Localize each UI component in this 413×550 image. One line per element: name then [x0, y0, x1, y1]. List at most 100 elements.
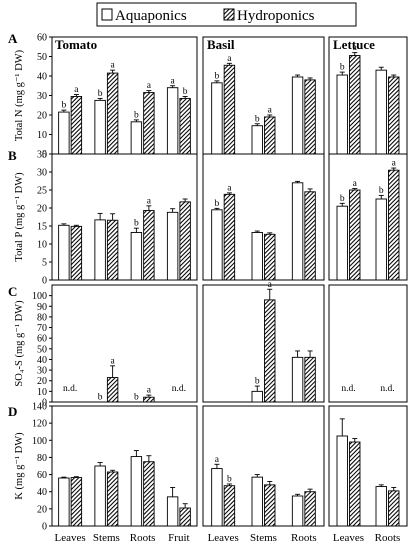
bar-hydroponics-stems: [106, 219, 119, 281]
bar-hydroponics-leaves: [70, 96, 83, 155]
bar-hydroponics-leaves: [223, 193, 236, 281]
panel-frame: [328, 405, 408, 527]
bar-aquaponics-leaves: [336, 435, 348, 527]
bar-aquaponics-leaves: [58, 224, 70, 281]
panel-a-lettuce: ba: [328, 36, 408, 155]
bar-aquaponics-roots: [130, 456, 143, 527]
significance-letter: b: [227, 475, 232, 485]
x-tick-label-leaves: Leaves: [55, 532, 86, 544]
bar-hydroponics-stems: [106, 377, 119, 403]
crop-title-lettuce: Lettuce: [333, 37, 375, 52]
y-tick-label: 0: [42, 522, 47, 533]
y-tick-label: 120: [32, 419, 47, 430]
panel-frame: [202, 284, 325, 403]
panel-d-lettuce: Leaves Roots: [328, 405, 408, 544]
legend-swatch-aquaponics: [101, 8, 113, 21]
y-axis-label: K (mg g⁻¹ DW): [14, 432, 25, 500]
panel-frame: [51, 405, 198, 527]
y-tick-label: 0: [42, 276, 47, 287]
bar-aquaponics-fruit: [166, 211, 179, 281]
significance-letter: b: [215, 71, 220, 81]
panel-d-basil: ab Leaves Stems Roots: [202, 405, 325, 544]
y-tick-label: 10: [37, 130, 47, 141]
y-tick-label: 50: [37, 344, 47, 355]
bar-aquaponics-roots: [375, 198, 387, 281]
bar-hydroponics-stems: [264, 299, 276, 403]
bar-aquaponics-roots: [291, 76, 304, 155]
legend: Aquaponics Hydroponics: [96, 2, 357, 27]
panel-b-tomato: 0 5 10 15 20 25 30 35 Total P (mg g⁻¹ DW) b a: [14, 150, 198, 287]
significance-letter: b: [340, 194, 345, 204]
bar-hydroponics-roots: [388, 76, 400, 155]
bar-hydroponics-leaves: [223, 485, 236, 527]
bar-aquaponics-stems: [94, 99, 106, 155]
y-tick-label: 40: [37, 355, 47, 366]
y-tick-label: 20: [37, 204, 47, 215]
x-tick-label-fruit: Fruit: [168, 532, 189, 544]
bar-aquaponics-stems: [94, 465, 106, 527]
bar-hydroponics-stems: [264, 484, 276, 527]
y-axis-label: Total P (mg g⁻¹ DW): [14, 172, 25, 262]
bar-hydroponics-stems: [106, 471, 119, 527]
y-axis-label: Total N (mg g⁻¹ DW): [14, 49, 25, 141]
row-letter-a: A: [8, 31, 18, 46]
legend-label-hydroponics: Hydroponics: [237, 8, 315, 24]
y-tick-label: 80: [37, 453, 47, 464]
bar-aquaponics-leaves: [211, 209, 223, 281]
significance-letter: a: [111, 356, 116, 366]
significance-letter: a: [74, 85, 79, 95]
bar-hydroponics-roots: [304, 491, 316, 527]
y-tick-label: 60: [37, 33, 47, 44]
bar-aquaponics-stems: [251, 125, 263, 155]
row-letter-d: D: [8, 404, 17, 419]
bar-hydroponics-leaves: [70, 225, 83, 281]
significance-letter: b: [62, 101, 67, 111]
significance-letter: b: [215, 199, 220, 209]
significance-letter: a: [353, 179, 358, 189]
y-tick-label: 30: [37, 366, 47, 377]
significance-letter: a: [147, 386, 152, 396]
significance-letter: b: [134, 219, 139, 229]
y-tick-label: 0: [42, 150, 47, 161]
x-tick-label-leaves: Leaves: [333, 532, 364, 544]
bar-hydroponics-leaves: [70, 477, 83, 527]
y-tick-label: 60: [37, 334, 47, 345]
bar-hydroponics-stems: [106, 72, 119, 155]
y-tick-label: 40: [37, 487, 47, 498]
panel-frame: [51, 153, 198, 281]
significance-letter: a: [111, 61, 116, 71]
significance-letter: b: [183, 87, 188, 97]
y-tick-label: 100: [32, 436, 47, 447]
legend-label-aquaponics: Aquaponics: [115, 8, 187, 24]
bar-hydroponics-roots: [143, 396, 155, 403]
significance-letter: b: [379, 186, 384, 196]
y-tick-label: 35: [37, 150, 47, 161]
x-tick-label-roots: Roots: [291, 532, 317, 544]
bar-hydroponics-roots: [143, 210, 155, 281]
bar-hydroponics-roots: [304, 79, 316, 155]
y-tick-label: 40: [37, 72, 47, 83]
bar-aquaponics-leaves: [211, 82, 223, 155]
significance-letter: a: [147, 196, 152, 206]
bar-aquaponics-leaves: [336, 205, 348, 281]
significance-letter: a: [171, 76, 176, 86]
significance-letter: b: [255, 377, 260, 387]
y-tick-label: 30: [37, 91, 47, 102]
y-tick-label: 15: [37, 222, 47, 233]
row-letter-b: B: [8, 148, 17, 163]
bar-hydroponics-fruit: [179, 97, 191, 155]
nd-label: n.d.: [341, 384, 355, 394]
bar-aquaponics-roots: [291, 495, 304, 527]
y-tick-label: 10: [37, 387, 47, 398]
y-tick-label: 100: [32, 291, 47, 302]
bar-aquaponics-stems: [94, 219, 106, 281]
panel-d-tomato: 0 20 40 60 80 100 120 140 K (mg g⁻¹ DW) Leaves Ste…: [14, 402, 198, 544]
y-tick-label: 20: [37, 504, 47, 515]
panel-frame: [202, 153, 325, 281]
x-tick-label-roots: Roots: [375, 532, 401, 544]
panel-frame: [202, 405, 325, 527]
bar-hydroponics-stems: [264, 116, 276, 155]
